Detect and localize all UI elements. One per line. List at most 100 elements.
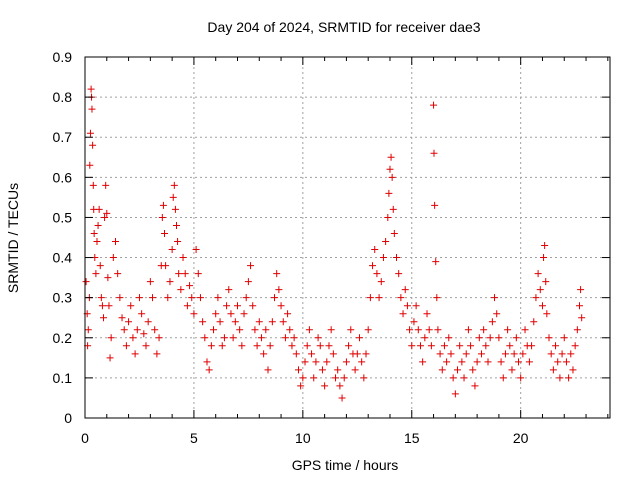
data-point [303, 342, 311, 350]
data-point [433, 294, 441, 302]
data-point [201, 334, 209, 342]
data-point [288, 342, 296, 350]
data-point [312, 358, 320, 366]
data-point [82, 278, 90, 286]
data-point [334, 366, 342, 374]
data-point [233, 302, 241, 310]
data-point [144, 318, 152, 326]
data-point [471, 382, 479, 390]
y-tick-label: 0.5 [53, 209, 73, 225]
data-point [554, 358, 562, 366]
plot-frame [84, 56, 611, 419]
data-point [384, 213, 392, 221]
data-point [251, 326, 259, 334]
data-point [540, 254, 548, 262]
data-point [345, 342, 353, 350]
data-point [480, 326, 488, 334]
data-point [425, 326, 433, 334]
data-point [438, 366, 446, 374]
data-point [277, 302, 285, 310]
data-point [284, 310, 292, 318]
data-point [423, 310, 431, 318]
data-point [364, 326, 372, 334]
data-point [177, 286, 185, 294]
data-point [484, 358, 492, 366]
data-point [236, 326, 244, 334]
data-point [220, 334, 228, 342]
data-point [279, 318, 287, 326]
data-point [408, 342, 416, 350]
data-point [122, 342, 130, 350]
data-point [161, 229, 169, 237]
data-point [562, 358, 570, 366]
data-point [519, 350, 527, 358]
data-point [214, 294, 222, 302]
data-point [355, 334, 363, 342]
data-point [98, 302, 106, 310]
data-point [166, 278, 174, 286]
data-point [223, 302, 231, 310]
data-point [538, 302, 546, 310]
data-point [116, 294, 124, 302]
data-point [308, 350, 316, 358]
data-point [493, 310, 501, 318]
data-point [238, 342, 246, 350]
data-point [210, 326, 218, 334]
data-point [87, 85, 95, 93]
data-point [382, 238, 390, 246]
data-point [275, 286, 283, 294]
chart-title: Day 204 of 2024, SRMTID for receiver dae… [207, 19, 480, 35]
data-point [401, 286, 409, 294]
data-point [271, 294, 279, 302]
data-point [565, 374, 573, 382]
x-tick-label: 0 [81, 430, 89, 446]
data-point [86, 161, 94, 169]
data-point [253, 342, 261, 350]
y-tick-label: 0.1 [53, 370, 73, 386]
data-point [510, 350, 518, 358]
data-point [299, 374, 307, 382]
data-point [388, 173, 396, 181]
data-point [140, 330, 148, 338]
data-point [95, 205, 103, 213]
data-point [443, 358, 451, 366]
data-point [467, 342, 475, 350]
data-point [336, 382, 344, 390]
data-point [447, 350, 455, 358]
data-point [172, 221, 180, 229]
data-point [318, 366, 326, 374]
data-point [482, 342, 490, 350]
data-point [536, 286, 544, 294]
data-point [525, 358, 533, 366]
data-point [129, 334, 137, 342]
data-point [515, 358, 523, 366]
data-point [573, 326, 581, 334]
data-point [244, 278, 252, 286]
data-point [556, 374, 564, 382]
data-point [497, 358, 505, 366]
data-point [249, 302, 257, 310]
data-point [164, 294, 172, 302]
data-point [216, 318, 224, 326]
data-point [133, 326, 141, 334]
data-point [153, 350, 161, 358]
y-tick-label: 0.8 [53, 89, 73, 105]
data-point [473, 358, 481, 366]
x-tick-label: 5 [190, 430, 198, 446]
data-point [434, 326, 442, 334]
data-point [159, 201, 167, 209]
data-point [301, 358, 309, 366]
data-point [162, 262, 170, 270]
data-point [454, 366, 462, 374]
data-point [158, 213, 166, 221]
data-point [192, 246, 200, 254]
data-point [103, 209, 111, 217]
data-point [171, 205, 179, 213]
data-point [521, 326, 529, 334]
data-point [93, 238, 101, 246]
data-point [229, 334, 237, 342]
data-point [431, 201, 439, 209]
data-point [142, 342, 150, 350]
data-point [528, 342, 536, 350]
